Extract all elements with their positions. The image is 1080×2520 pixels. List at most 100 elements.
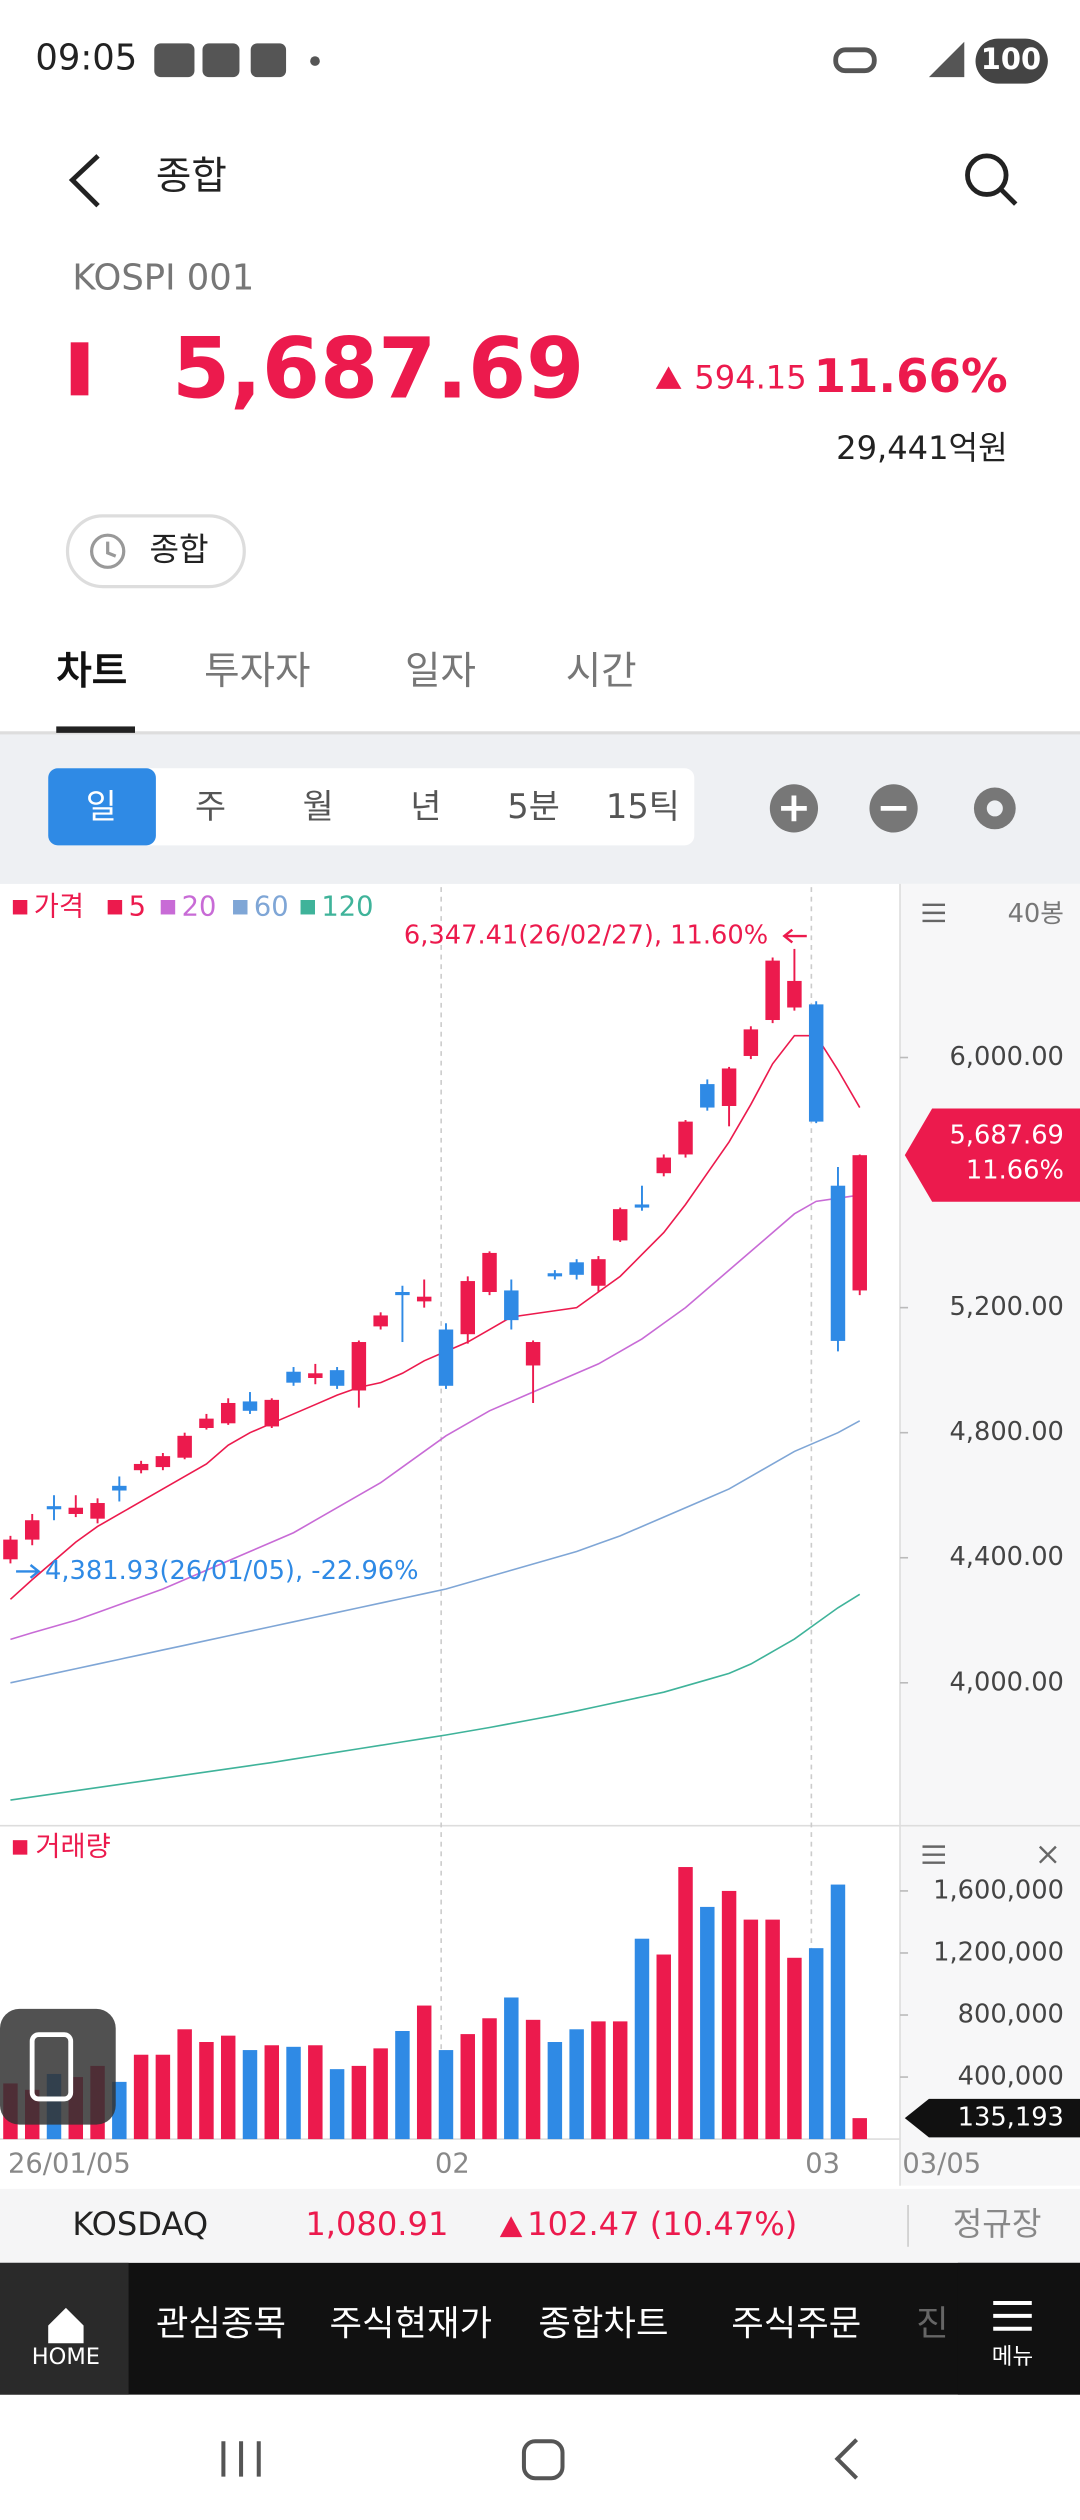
nav-item[interactable]: 관심종목 bbox=[156, 2304, 286, 2345]
candle-body bbox=[3, 1539, 18, 1560]
zoom-in[interactable] bbox=[769, 784, 819, 833]
period-button[interactable]: 주 bbox=[195, 787, 226, 826]
signal-icon bbox=[928, 41, 965, 78]
search-button[interactable] bbox=[965, 153, 1018, 206]
market-chip-label: 종합 bbox=[149, 530, 208, 568]
menu-icon[interactable] bbox=[922, 903, 946, 923]
y-tick-label: 6,000.00 bbox=[949, 1042, 1063, 1072]
candle-body bbox=[373, 1315, 388, 1327]
period-button[interactable]: 5분 bbox=[507, 787, 560, 826]
turnover: 29,441억원 bbox=[836, 429, 1008, 467]
period-button[interactable]: 15틱 bbox=[606, 787, 680, 826]
y-tick-label: 1,600,000 bbox=[933, 1875, 1064, 1905]
volume-bar bbox=[612, 2021, 628, 2140]
legend-label: 120 bbox=[321, 892, 373, 923]
home-system-button[interactable] bbox=[521, 2439, 565, 2481]
ma-line bbox=[10, 1194, 860, 1641]
y-tick-label: 1,200,000 bbox=[933, 1937, 1064, 1967]
candle-body bbox=[591, 1259, 606, 1286]
candle-body bbox=[525, 1342, 541, 1366]
tab[interactable]: 시간 bbox=[566, 649, 637, 694]
y-tick-label: 4,000.00 bbox=[949, 1667, 1063, 1697]
nav-item[interactable]: 주식현재가 bbox=[329, 2304, 492, 2345]
candle-body bbox=[351, 1342, 367, 1391]
floating-icon bbox=[29, 2032, 74, 2102]
status-icon bbox=[833, 47, 877, 74]
settings[interactable] bbox=[973, 787, 1016, 830]
kosdaq-name: KOSDAQ bbox=[72, 2205, 208, 2243]
candle-body bbox=[634, 1204, 650, 1208]
trend-bar bbox=[70, 342, 89, 396]
volume-bar bbox=[656, 1954, 671, 2140]
candle-body bbox=[242, 1401, 258, 1411]
nav-bar bbox=[0, 2262, 1080, 2395]
volume-bar bbox=[373, 2048, 388, 2140]
candle-body bbox=[112, 1485, 127, 1491]
x-tick-label: 03 bbox=[805, 2148, 840, 2179]
bar-count: 40봉 bbox=[1008, 899, 1064, 929]
clock-icon bbox=[90, 533, 126, 569]
nav-item[interactable]: 종합차트 bbox=[538, 2304, 668, 2345]
candle-body bbox=[395, 1292, 410, 1296]
nav-item[interactable]: 진 bbox=[916, 2304, 949, 2345]
volume-bar bbox=[525, 2019, 541, 2140]
candle-body bbox=[329, 1370, 345, 1386]
price-tag-pct: 11.66% bbox=[966, 1156, 1064, 1186]
y-tick-label: 4,400.00 bbox=[949, 1542, 1063, 1572]
back-button[interactable] bbox=[68, 154, 100, 208]
volume-bar bbox=[438, 2050, 454, 2140]
period-button[interactable]: 년 bbox=[410, 787, 441, 826]
recents-button[interactable] bbox=[221, 2441, 261, 2477]
change-pct: 11.66% bbox=[814, 349, 1008, 403]
change: 594.15 bbox=[694, 358, 806, 396]
low-annotation: 4,381.93(26/01/05), -22.96% bbox=[45, 1556, 419, 1586]
back-system-button[interactable] bbox=[834, 2438, 859, 2480]
x-tick-label: 26/01/05 bbox=[8, 2148, 131, 2179]
candle-body bbox=[678, 1121, 693, 1155]
legend-label: 20 bbox=[182, 892, 217, 923]
battery bbox=[975, 38, 1048, 84]
kosdaq-change: 102.47 (10.47%) bbox=[527, 2205, 797, 2243]
ma-line bbox=[10, 1593, 861, 1801]
candle-body bbox=[482, 1252, 497, 1293]
floating-button[interactable] bbox=[0, 2008, 116, 2125]
period-button[interactable]: 일 bbox=[86, 787, 117, 826]
menu-label: 메뉴 bbox=[992, 2344, 1033, 2370]
volume-bar bbox=[700, 1906, 715, 2140]
legend-swatch bbox=[233, 900, 248, 915]
candle-body bbox=[46, 1506, 62, 1510]
legend-label: 가격 bbox=[34, 892, 84, 923]
low-arrow bbox=[16, 1564, 41, 1579]
zoom-out[interactable] bbox=[869, 784, 918, 833]
volume-bar bbox=[199, 2042, 214, 2140]
candle-body bbox=[24, 1520, 40, 1540]
menu-icon[interactable] bbox=[922, 1845, 946, 1864]
volume-bar bbox=[591, 2021, 606, 2140]
volume-bar bbox=[547, 2042, 563, 2140]
legend-swatch bbox=[12, 900, 28, 915]
volume-bar bbox=[852, 2118, 867, 2140]
status-icon bbox=[202, 43, 240, 78]
close-pane[interactable] bbox=[1038, 1845, 1057, 1864]
ticker-row[interactable] bbox=[0, 2188, 1080, 2263]
home-icon bbox=[48, 2307, 84, 2344]
market-chip[interactable] bbox=[65, 514, 246, 589]
candle-body bbox=[133, 1463, 149, 1471]
candle-body bbox=[852, 1155, 867, 1291]
candle-body bbox=[547, 1273, 563, 1277]
legend-swatch bbox=[300, 900, 315, 915]
candle-body bbox=[830, 1185, 846, 1341]
volume-bar bbox=[482, 2018, 497, 2140]
tab[interactable]: 일자 bbox=[405, 649, 476, 694]
volume-bar bbox=[460, 2034, 475, 2140]
volume-bar bbox=[220, 2035, 236, 2140]
tab[interactable]: 투자자 bbox=[204, 649, 310, 694]
period-button[interactable]: 월 bbox=[303, 787, 334, 826]
candle-body bbox=[721, 1068, 737, 1106]
candle-body bbox=[765, 960, 780, 1021]
clock-hands bbox=[106, 541, 117, 558]
nav-item[interactable]: 주식주문 bbox=[731, 2304, 861, 2345]
tab[interactable]: 차트 bbox=[56, 649, 127, 694]
